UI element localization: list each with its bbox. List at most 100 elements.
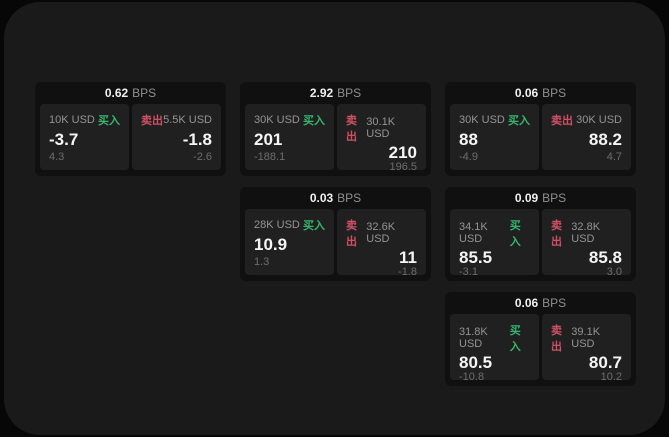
buy-action-label: 买入 <box>509 220 521 248</box>
buy-panel-top: 34.1K USD 买入 <box>459 217 530 249</box>
buy-size-label: 30K USD <box>459 114 505 126</box>
spread-value: 0.06 <box>514 296 539 310</box>
sell-delta: 4.7 <box>606 151 622 163</box>
sell-size-label: 5.5K USD <box>163 114 212 126</box>
sell-price: -1.8 <box>182 130 212 149</box>
buy-delta: 4.3 <box>49 151 65 163</box>
bps-label: BPS <box>542 296 567 310</box>
sell-quote-panel[interactable]: 卖出 30.1K USD 210 196.5 <box>337 104 426 173</box>
quote-panels: 30K USD 买入 201 -188.1 卖出 30.1K USD 210 1… <box>240 104 431 173</box>
sell-quote-panel[interactable]: 卖出 32.6K USD 11 -1.8 <box>337 209 426 278</box>
spread-header: 0.06 BPS <box>445 82 636 104</box>
buy-panel-top: 30K USD 买入 <box>459 112 530 128</box>
sell-size-label: 32.6K USD <box>366 221 396 245</box>
buy-price: 80.5 <box>459 353 493 372</box>
buy-panel-top: 31.8K USD 买入 <box>459 322 530 354</box>
buy-size-label: 34.1K USD <box>459 221 488 245</box>
buy-quote-panel[interactable]: 10K USD 买入 -3.7 4.3 <box>40 104 129 170</box>
quote-card-5: 0.09 BPS 34.1K USD 买入 85.5 -3.1 卖出 32.8K… <box>445 187 636 281</box>
spread-value: 2.92 <box>309 86 334 100</box>
buy-panel-top: 10K USD 买入 <box>49 112 120 128</box>
buy-panel-top: 28K USD 买入 <box>254 217 325 233</box>
sell-quote-panel[interactable]: 卖出 30K USD 88.2 4.7 <box>542 104 631 170</box>
quotes-panel: 0.62 BPS 10K USD 买入 -3.7 4.3 卖出 5.5K USD <box>4 2 665 435</box>
buy-action-label: 买入 <box>509 325 521 353</box>
buy-price: 85.5 <box>459 248 493 267</box>
buy-price: 201 <box>254 130 283 149</box>
sell-action-label: 卖出 <box>551 220 562 248</box>
sell-size-label: 30K USD <box>576 114 622 126</box>
buy-delta: -188.1 <box>254 151 286 163</box>
buy-price: 10.9 <box>254 235 288 254</box>
buy-panel-top: 30K USD 买入 <box>254 112 325 128</box>
sell-quote-panel[interactable]: 卖出 5.5K USD -1.8 -2.6 <box>132 104 221 170</box>
sell-delta: -1.8 <box>398 266 417 278</box>
buy-size-label: 28K USD <box>254 219 300 231</box>
bps-label: BPS <box>337 86 362 100</box>
buy-size-label: 30K USD <box>254 114 300 126</box>
buy-quote-panel[interactable]: 31.8K USD 买入 80.5 -10.8 <box>450 314 539 383</box>
spread-header: 0.09 BPS <box>445 187 636 209</box>
buy-quote-panel[interactable]: 30K USD 买入 88 -4.9 <box>450 104 539 170</box>
sell-panel-top: 卖出 32.6K USD <box>346 217 417 249</box>
quote-panels: 34.1K USD 买入 85.5 -3.1 卖出 32.8K USD 85.8… <box>445 209 636 278</box>
sell-delta: -2.6 <box>193 151 212 163</box>
buy-quote-panel[interactable]: 30K USD 买入 201 -188.1 <box>245 104 334 170</box>
sell-action-label: 卖出 <box>141 115 163 127</box>
bps-label: BPS <box>132 86 157 100</box>
bps-label: BPS <box>337 191 362 205</box>
sell-action-label: 卖出 <box>346 115 357 143</box>
sell-price: 88.2 <box>588 130 622 149</box>
quote-panels: 30K USD 买入 88 -4.9 卖出 30K USD 88.2 4.7 <box>445 104 636 170</box>
buy-quote-panel[interactable]: 34.1K USD 买入 85.5 -3.1 <box>450 209 539 278</box>
sell-size-label: 39.1K USD <box>571 326 601 350</box>
spread-value: 0.03 <box>309 191 334 205</box>
sell-action-label: 卖出 <box>551 115 573 127</box>
bps-label: BPS <box>542 86 567 100</box>
buy-price: -3.7 <box>49 130 79 149</box>
sell-size-label: 32.8K USD <box>571 221 601 245</box>
spread-value: 0.62 <box>104 86 129 100</box>
spread-header: 2.92 BPS <box>240 82 431 104</box>
buy-size-label: 31.8K USD <box>459 326 488 350</box>
sell-action-label: 卖出 <box>551 325 562 353</box>
sell-price: 210 <box>388 143 417 162</box>
quote-panels: 31.8K USD 买入 80.5 -10.8 卖出 39.1K USD 80.… <box>445 314 636 383</box>
buy-delta: -4.9 <box>459 151 478 163</box>
spread-value: 0.09 <box>514 191 539 205</box>
quote-card-3: 0.06 BPS 30K USD 买入 88 -4.9 卖出 30K USD <box>445 82 636 176</box>
spread-header: 0.62 BPS <box>35 82 226 104</box>
buy-quote-panel[interactable]: 28K USD 买入 10.9 1.3 <box>245 209 334 275</box>
sell-delta: 10.2 <box>600 371 622 383</box>
sell-delta: 3.0 <box>606 266 622 278</box>
sell-panel-top: 卖出 5.5K USD <box>141 112 212 128</box>
quote-card-4: 0.03 BPS 28K USD 买入 10.9 1.3 卖出 32.6K US… <box>240 187 431 281</box>
quote-card-1: 0.62 BPS 10K USD 买入 -3.7 4.3 卖出 5.5K USD <box>35 82 226 176</box>
sell-price: 11 <box>399 248 417 267</box>
sell-delta: 196.5 <box>389 161 417 173</box>
sell-price: 80.7 <box>588 353 622 372</box>
buy-delta: -3.1 <box>459 266 478 278</box>
sell-panel-top: 卖出 30.1K USD <box>346 112 417 144</box>
buy-size-label: 10K USD <box>49 114 95 126</box>
spread-value: 0.06 <box>514 86 539 100</box>
quote-panels: 10K USD 买入 -3.7 4.3 卖出 5.5K USD -1.8 -2.… <box>35 104 226 170</box>
buy-action-label: 买入 <box>303 115 325 127</box>
quote-card-6: 0.06 BPS 31.8K USD 买入 80.5 -10.8 卖出 39.1… <box>445 292 636 386</box>
buy-action-label: 买入 <box>303 220 325 232</box>
buy-action-label: 买入 <box>98 115 120 127</box>
sell-price: 85.8 <box>588 248 622 267</box>
sell-quote-panel[interactable]: 卖出 32.8K USD 85.8 3.0 <box>542 209 631 278</box>
sell-quote-panel[interactable]: 卖出 39.1K USD 80.7 10.2 <box>542 314 631 383</box>
sell-panel-top: 卖出 32.8K USD <box>551 217 622 249</box>
sell-panel-top: 卖出 39.1K USD <box>551 322 622 354</box>
buy-delta: -10.8 <box>459 371 485 383</box>
buy-price: 88 <box>459 130 478 149</box>
buy-action-label: 买入 <box>508 115 530 127</box>
spread-header: 0.03 BPS <box>240 187 431 209</box>
bps-label: BPS <box>542 191 567 205</box>
spread-header: 0.06 BPS <box>445 292 636 314</box>
quote-panels: 28K USD 买入 10.9 1.3 卖出 32.6K USD 11 -1.8 <box>240 209 431 278</box>
buy-delta: 1.3 <box>254 256 270 268</box>
